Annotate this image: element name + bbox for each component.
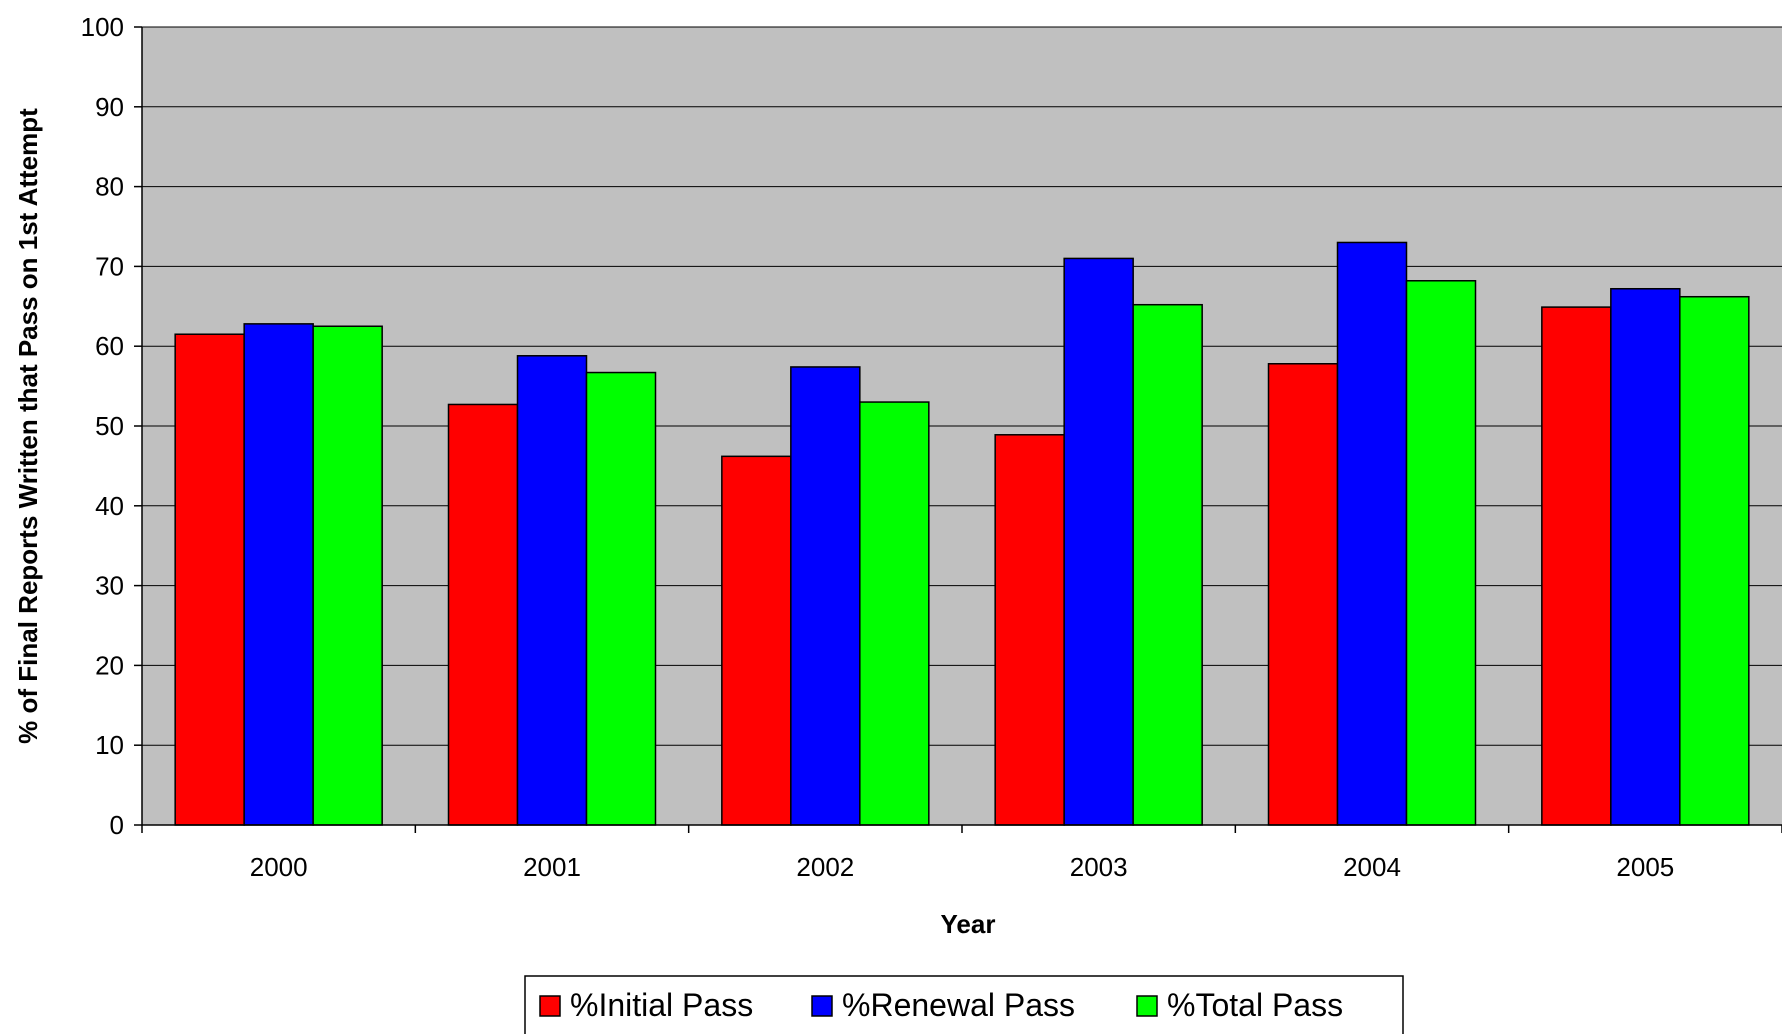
legend-swatch [1136,995,1158,1017]
bar [859,401,930,826]
bar [516,355,588,826]
x-tick-label: 2000 [250,852,308,882]
y-tick-label: 90 [95,92,124,122]
bar [721,455,792,826]
bar [1610,287,1681,826]
bar [312,325,383,826]
bar [447,403,519,826]
x-tick-labels: 2000 2001 2002 2003 2004 2005 [250,852,1675,882]
y-tick-label: 100 [81,12,124,42]
x-tick-label: 2005 [1616,852,1674,882]
legend-swatch [811,995,833,1017]
y-tick-labels: 0 10 20 30 40 50 60 70 80 90 100 [81,12,124,840]
legend-label: %Total Pass [1167,987,1343,1023]
bar [243,323,314,826]
legend-label: %Initial Pass [570,987,753,1023]
legend-box [524,975,1404,1034]
y-tick-label: 70 [95,251,124,281]
legend-swatch [539,995,561,1017]
legend-label: %Renewal Pass [842,987,1075,1023]
bar [1541,306,1612,826]
bar [790,366,861,826]
gridlines [142,26,1782,746]
y-tick-label: 30 [95,571,124,601]
y-axis-title: % of Final Reports Written that Pass on … [13,108,43,744]
bar [1679,295,1750,826]
y-tick-label: 60 [95,331,124,361]
x-tick-label: 2003 [1070,852,1128,882]
x-tick-label: 2004 [1343,852,1401,882]
axes [134,26,1782,833]
x-axis-title: Year [941,909,996,939]
y-tick-label: 0 [110,810,124,840]
legend: %Initial Pass %Renewal Pass %Total Pass [524,975,1404,1034]
y-tick-label: 10 [95,730,124,760]
y-tick-label: 50 [95,411,124,441]
y-tick-label: 40 [95,491,124,521]
bar [1336,241,1408,826]
x-tick-label: 2001 [523,852,581,882]
bar [994,434,1065,826]
bar [1405,280,1477,826]
bar [1132,303,1203,826]
y-tick-label: 20 [95,650,124,680]
bar [174,333,245,826]
y-tick-label: 80 [95,172,124,202]
bar [585,371,657,826]
bar [1267,363,1339,826]
bars [174,241,1750,826]
bar [1063,257,1134,826]
x-tick-label: 2002 [796,852,854,882]
